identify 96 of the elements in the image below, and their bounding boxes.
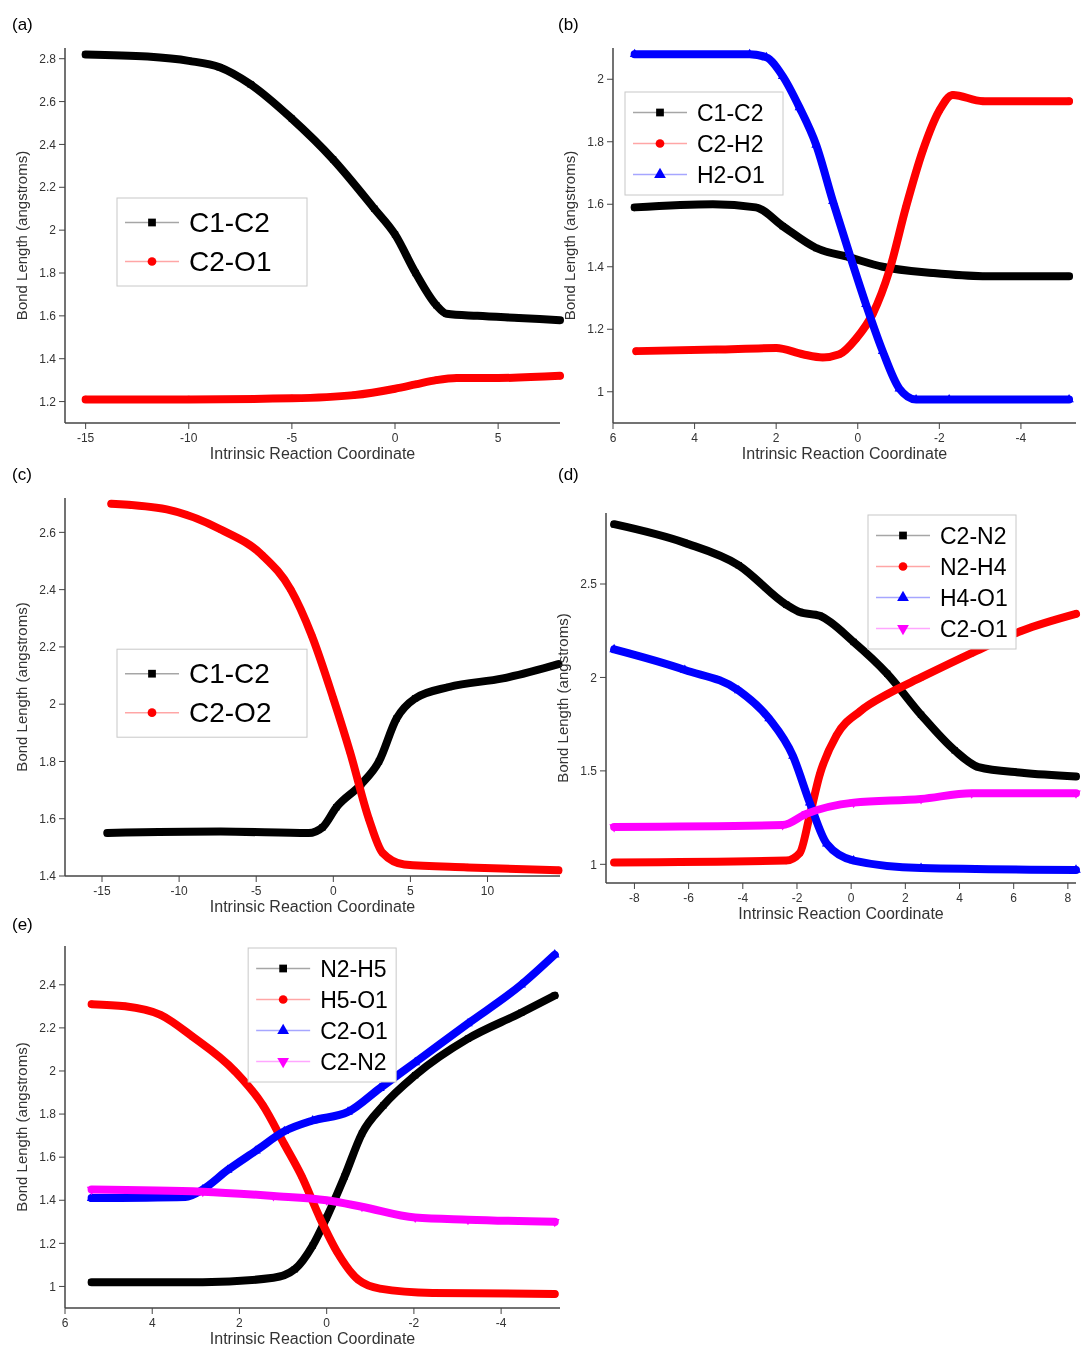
y-tick-label: 1.2 (587, 322, 605, 337)
x-tick-label: 4 (691, 431, 699, 445)
y-tick-label: 1.4 (39, 1193, 57, 1208)
y-tick-label: 2.8 (39, 51, 57, 66)
x-tick-label: 4 (956, 891, 964, 905)
y-tick-label: 1.8 (39, 754, 57, 769)
x-tick-label: 2 (901, 891, 909, 905)
y-axis-title: Bond Length (angstroms) (554, 613, 571, 783)
y-tick-label: 2.5 (580, 577, 598, 592)
x-axis-title: Intrinsic Reaction Coordinate (209, 898, 416, 915)
x-tick-label: 6 (609, 431, 617, 445)
y-axis-title: Bond Length (angstroms) (13, 150, 30, 321)
x-tick-label: 0 (854, 431, 862, 445)
x-tick-label: 0 (329, 884, 337, 898)
y-tick-label: 1.6 (39, 1150, 57, 1165)
x-tick-label: -5 (250, 884, 262, 898)
y-tick-label: 2.2 (39, 640, 57, 655)
legend-label: H2-O1 (697, 161, 765, 188)
x-tick-label: 2 (772, 431, 780, 445)
x-tick-label: -4 (737, 891, 749, 905)
x-tick-label: -4 (1015, 431, 1027, 445)
legend-label: C2-O1 (320, 1017, 388, 1044)
legend-label: C2-O1 (189, 246, 272, 278)
x-tick-label: 0 (847, 891, 855, 905)
chart-title: (e) (12, 915, 33, 934)
x-tick-label: 6 (1010, 891, 1018, 905)
chart-title: (a) (12, 15, 33, 34)
y-tick-label: 1.6 (39, 309, 57, 324)
y-axis-title: Bond Length (angstroms) (561, 150, 578, 321)
x-tick-label: -6 (683, 891, 695, 905)
y-tick-label: 2.4 (39, 977, 57, 992)
y-tick-label: 2 (49, 1064, 57, 1079)
y-tick-label: 2.2 (39, 1021, 57, 1036)
legend-label: C2-O2 (189, 697, 272, 729)
x-axis-title: Intrinsic Reaction Coordinate (209, 1330, 416, 1347)
legend-label: C1-C2 (697, 99, 764, 126)
legend-label: C2-N2 (940, 522, 1007, 549)
x-axis-title: Intrinsic Reaction Coordinate (209, 445, 416, 462)
y-tick-label: 2 (49, 697, 57, 712)
x-tick-label: 6 (61, 1316, 69, 1330)
y-tick-label: 1.6 (39, 811, 57, 826)
y-tick-label: 2.2 (39, 180, 57, 195)
y-tick-label: 2.4 (39, 582, 57, 597)
y-tick-label: 2.6 (39, 94, 57, 109)
x-tick-label: -5 (286, 431, 298, 445)
x-tick-label: 5 (494, 431, 502, 445)
y-tick-label: 1.8 (587, 134, 605, 149)
y-tick-label: 2.6 (39, 525, 57, 540)
legend-label: C1-C2 (189, 658, 270, 690)
y-tick-label: 1.2 (39, 1236, 57, 1251)
x-tick-label: -8 (629, 891, 641, 905)
x-tick-label: -2 (934, 431, 945, 445)
x-axis-title: Intrinsic Reaction Coordinate (738, 905, 944, 922)
x-tick-label: -4 (495, 1316, 507, 1330)
legend-label: C2-H2 (697, 130, 764, 157)
y-tick-label: 1.8 (39, 266, 57, 281)
x-tick-label: -10 (180, 431, 198, 445)
x-tick-label: 4 (148, 1316, 156, 1330)
legend-label: N2-H5 (320, 955, 387, 982)
chart-title: (c) (12, 465, 32, 484)
y-tick-label: 2 (590, 670, 598, 685)
legend-label: C2-O1 (940, 615, 1008, 642)
x-tick-label: 5 (407, 884, 415, 898)
y-tick-label: 2 (597, 72, 605, 87)
y-tick-label: 1.4 (39, 869, 57, 884)
x-tick-label: -15 (93, 884, 112, 898)
x-tick-label: -15 (76, 431, 95, 445)
x-tick-label: 0 (391, 431, 399, 445)
legend-label: H4-O1 (940, 584, 1008, 611)
y-tick-label: 1 (49, 1279, 57, 1294)
y-tick-label: 1.8 (39, 1107, 57, 1122)
x-tick-label: 8 (1064, 891, 1072, 905)
y-tick-label: 1 (590, 857, 598, 872)
y-axis-title: Bond Length (angstroms) (13, 1042, 30, 1212)
y-tick-label: 1 (597, 384, 605, 399)
x-tick-label: 10 (480, 884, 495, 898)
legend-label: C1-C2 (189, 207, 270, 239)
y-tick-label: 1.4 (39, 351, 57, 366)
y-axis-title: Bond Length (angstroms) (13, 602, 30, 772)
x-tick-label: -10 (170, 884, 189, 898)
y-tick-label: 1.2 (39, 394, 57, 409)
x-tick-label: -2 (791, 891, 803, 905)
y-tick-label: 1.5 (580, 764, 598, 779)
x-tick-label: 0 (323, 1316, 331, 1330)
legend-label: N2-H4 (940, 553, 1007, 580)
legend-label: C2-N2 (320, 1048, 387, 1075)
x-axis-title: Intrinsic Reaction Coordinate (741, 445, 948, 462)
chart-title: (d) (558, 465, 579, 484)
y-tick-label: 2 (49, 223, 57, 238)
legend-label: H5-O1 (320, 986, 388, 1013)
y-tick-label: 2.4 (39, 137, 57, 152)
x-tick-label: 2 (236, 1316, 244, 1330)
x-tick-label: -2 (408, 1316, 420, 1330)
chart-title: (b) (558, 15, 579, 34)
y-tick-label: 1.6 (587, 197, 605, 212)
y-tick-label: 1.4 (587, 259, 605, 274)
